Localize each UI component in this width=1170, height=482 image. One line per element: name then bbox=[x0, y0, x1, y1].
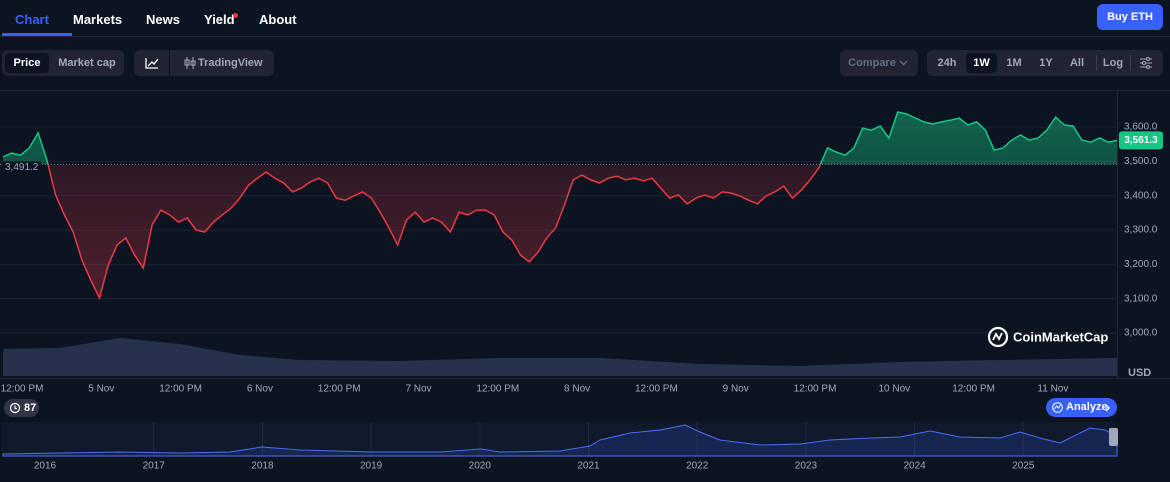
last-price-label: 3,561.3 bbox=[1124, 135, 1158, 146]
range-button[interactable]: 1W bbox=[966, 53, 997, 73]
settings-icon[interactable] bbox=[1140, 57, 1152, 69]
analyze-icon bbox=[1052, 402, 1063, 413]
baseline-label: 3,491.2 bbox=[5, 162, 39, 173]
tradingview-button[interactable]: TradingView bbox=[198, 57, 263, 69]
range-button[interactable]: 1M bbox=[1006, 57, 1022, 69]
year-label: 2020 bbox=[469, 461, 492, 472]
new-dot bbox=[233, 13, 238, 18]
price-line-up bbox=[2, 111, 1117, 165]
x-tick-label: 5 Nov bbox=[88, 384, 114, 395]
x-tick-label: 10 Nov bbox=[878, 384, 910, 395]
x-tick-label: 11 Nov bbox=[1037, 384, 1068, 395]
unit-label: USD bbox=[1128, 367, 1151, 379]
nav-tab[interactable]: Markets bbox=[73, 12, 123, 27]
line-icon[interactable] bbox=[144, 56, 160, 70]
chevron bbox=[1105, 404, 1110, 412]
year-label: 2025 bbox=[1012, 461, 1035, 472]
events-badge[interactable]: 87 bbox=[4, 399, 39, 417]
price-tab[interactable]: Price bbox=[5, 53, 49, 73]
analyze-label: Analyze bbox=[1066, 401, 1108, 413]
nav-tab[interactable]: About bbox=[259, 12, 297, 27]
volume-area bbox=[3, 338, 1117, 376]
watermark-text: CoinMarketCap bbox=[1013, 329, 1108, 344]
x-tick-label: 12:00 PM bbox=[794, 384, 837, 395]
chart-style-toggle: TradingView bbox=[134, 50, 274, 76]
view-toggle: Price Market cap bbox=[2, 50, 124, 76]
x-tick-label: 12:00 PM bbox=[318, 384, 361, 395]
y-tick-label: 3,200.0 bbox=[1124, 259, 1158, 270]
overview-handle[interactable] bbox=[1109, 428, 1118, 446]
analyze-button[interactable]: Analyze bbox=[1046, 398, 1117, 417]
y-tick-label: 3,000.0 bbox=[1124, 328, 1158, 339]
year-label: 2023 bbox=[795, 461, 818, 472]
last-price-bg bbox=[1119, 131, 1163, 150]
overview-bg bbox=[2, 422, 1117, 456]
range-toggle: 24h 1W 1M 1Y All Log bbox=[927, 50, 1163, 76]
chevron bbox=[899, 60, 908, 66]
y-tick-label: 3,600.0 bbox=[1124, 122, 1158, 133]
log-button[interactable]: Log bbox=[1102, 57, 1124, 69]
area-up bbox=[3, 112, 1117, 165]
market-cap-tab[interactable]: Market cap bbox=[58, 57, 116, 69]
x-tick-label: 12:00 PM bbox=[476, 384, 519, 395]
baseline-label-bg bbox=[3, 161, 41, 175]
x-tick-label: 7 Nov bbox=[405, 384, 431, 395]
compare-label: Compare bbox=[848, 57, 896, 69]
x-tick-label: 6 Nov bbox=[247, 384, 273, 395]
range-button[interactable]: All bbox=[1069, 57, 1085, 69]
divider bbox=[1096, 55, 1097, 71]
divider bbox=[169, 50, 170, 76]
candle-icon bbox=[184, 57, 196, 69]
y-tick-label: 3,300.0 bbox=[1124, 225, 1158, 236]
x-tick-label: 9 Nov bbox=[723, 384, 749, 395]
x-tick-label: 12:00 PM bbox=[1, 384, 44, 395]
badge-count: 87 bbox=[24, 402, 37, 414]
year-label: 2019 bbox=[360, 461, 383, 472]
compare-dropdown[interactable]: Compare bbox=[840, 50, 918, 76]
range-button[interactable]: 24h bbox=[937, 57, 957, 69]
x-tick-label: 12:00 PM bbox=[159, 384, 202, 395]
price-line-down bbox=[47, 164, 822, 301]
nav-tab[interactable]: Chart bbox=[15, 12, 49, 27]
x-tick-label: 12:00 PM bbox=[952, 384, 995, 395]
nav-tab[interactable]: News bbox=[146, 12, 180, 27]
x-tick-label: 12:00 PM bbox=[635, 384, 678, 395]
watermark: CoinMarketCap bbox=[987, 326, 1108, 348]
x-tick-label: 8 Nov bbox=[564, 384, 590, 395]
range-button[interactable]: 1Y bbox=[1039, 57, 1053, 69]
y-tick-label: 3,500.0 bbox=[1124, 156, 1158, 167]
buy-button[interactable]: Buy ETH bbox=[1097, 4, 1163, 30]
tab-underline bbox=[2, 33, 72, 36]
overview-line bbox=[2, 424, 1118, 457]
y-tick-label: 3,100.0 bbox=[1124, 293, 1158, 304]
nav-tab[interactable]: Yield bbox=[204, 12, 235, 27]
history-icon bbox=[9, 402, 21, 414]
divider bbox=[1130, 55, 1131, 71]
y-tick-label: 3,400.0 bbox=[1124, 190, 1158, 201]
year-label: 2021 bbox=[577, 461, 600, 472]
year-label: 2024 bbox=[903, 461, 926, 472]
year-label: 2016 bbox=[34, 461, 57, 472]
year-label: 2022 bbox=[686, 461, 709, 472]
year-label: 2018 bbox=[251, 461, 274, 472]
year-label: 2017 bbox=[143, 461, 166, 472]
